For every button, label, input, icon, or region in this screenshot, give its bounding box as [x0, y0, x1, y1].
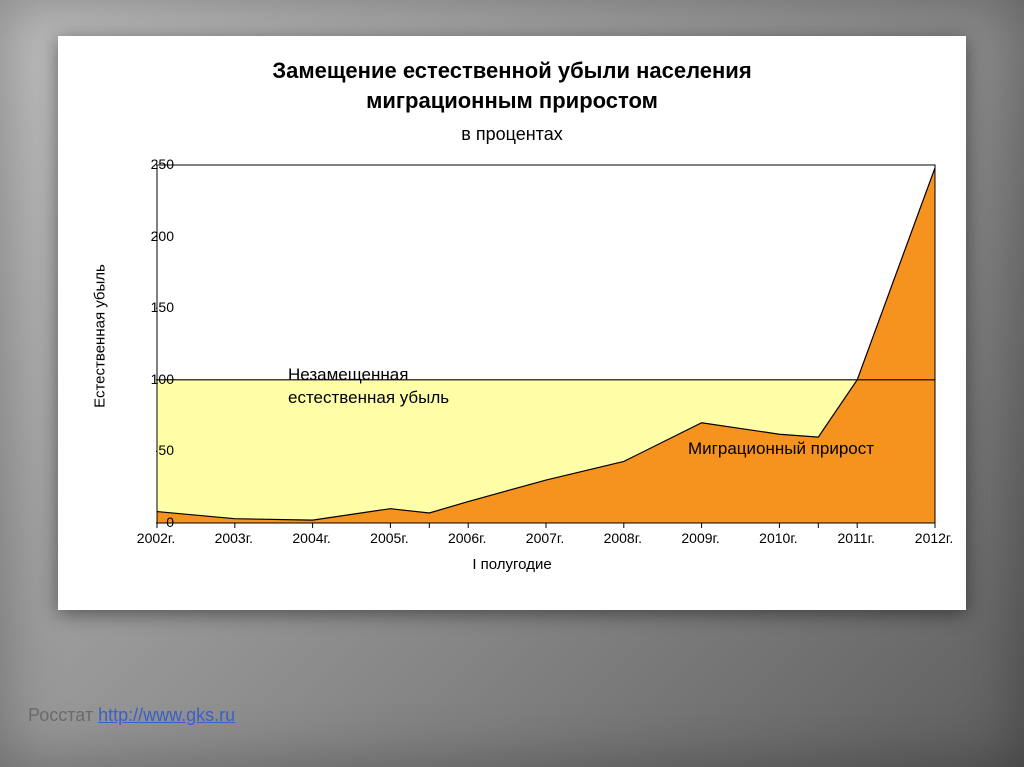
- chart-title-line2: миграционным приростом: [366, 88, 658, 113]
- yellow-area-label: Незамещенная естественная убыль: [288, 364, 449, 410]
- chart-subtitle: в процентах: [58, 124, 966, 145]
- source-label: Росстат: [28, 705, 98, 725]
- x-tick-label: 2012г.: [915, 530, 953, 546]
- yellow-area-label-l1: Незамещенная: [288, 365, 408, 384]
- orange-area-label: Миграционный прирост: [688, 438, 874, 461]
- y-tick-label: 50: [158, 442, 174, 458]
- source-line: Росстат http://www.gks.ru: [28, 705, 235, 726]
- yellow-area-label-l2: естественная убыль: [288, 388, 449, 407]
- x-tick-label: 2003г.: [215, 530, 253, 546]
- plot-area: [156, 164, 934, 522]
- chart-title-line1: Замещение естественной убыли населения: [272, 58, 751, 83]
- y-tick-label: 250: [151, 156, 174, 172]
- source-link[interactable]: http://www.gks.ru: [98, 705, 235, 725]
- x-axis-label: I полугодие: [58, 556, 966, 573]
- x-tick-label: 2011г.: [837, 530, 874, 546]
- y-tick-label: 200: [151, 228, 174, 244]
- x-tick-label: 2009г.: [681, 530, 719, 546]
- x-tick-label: 2002г.: [137, 530, 175, 546]
- slide-background: Замещение естественной убыли населения м…: [0, 0, 1024, 767]
- y-axis-label: Естественная убыль: [92, 264, 109, 408]
- x-tick-label: 2005г.: [370, 530, 408, 546]
- y-tick-label: 150: [151, 299, 174, 315]
- y-tick-label: 100: [151, 371, 174, 387]
- x-tick-label: 2007г.: [526, 530, 564, 546]
- chart-card: Замещение естественной убыли населения м…: [58, 36, 966, 610]
- chart-title: Замещение естественной убыли населения м…: [58, 56, 966, 115]
- x-tick-label: 2006г.: [448, 530, 486, 546]
- x-tick-label: 2008г.: [604, 530, 642, 546]
- y-tick-label: 0: [166, 514, 174, 530]
- chart-svg: [156, 164, 936, 534]
- x-tick-label: 2010г.: [759, 530, 797, 546]
- x-tick-label: 2004г.: [292, 530, 330, 546]
